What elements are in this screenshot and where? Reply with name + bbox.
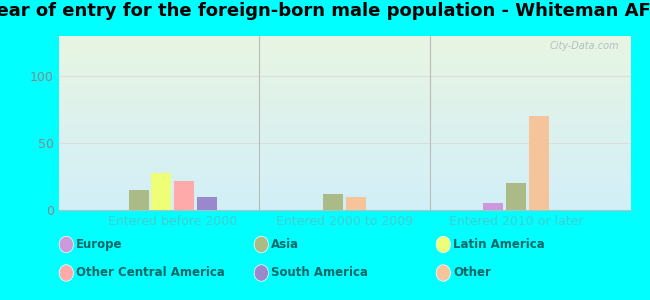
Bar xyxy=(197,196,217,210)
Text: Europe: Europe xyxy=(76,238,123,251)
Bar xyxy=(346,196,366,210)
Bar xyxy=(129,190,149,210)
Bar xyxy=(483,203,503,210)
Text: Other Central America: Other Central America xyxy=(76,266,225,280)
Text: Asia: Asia xyxy=(271,238,299,251)
Text: Year of entry for the foreign-born male population - Whiteman AFB: Year of entry for the foreign-born male … xyxy=(0,2,650,20)
Bar xyxy=(174,181,194,210)
Text: Other: Other xyxy=(453,266,491,280)
Text: South America: South America xyxy=(271,266,368,280)
Bar xyxy=(529,116,549,210)
Text: Latin America: Latin America xyxy=(453,238,545,251)
Bar xyxy=(151,172,172,210)
Text: City-Data.com: City-Data.com xyxy=(549,41,619,51)
Bar xyxy=(323,194,343,210)
Bar xyxy=(506,183,526,210)
